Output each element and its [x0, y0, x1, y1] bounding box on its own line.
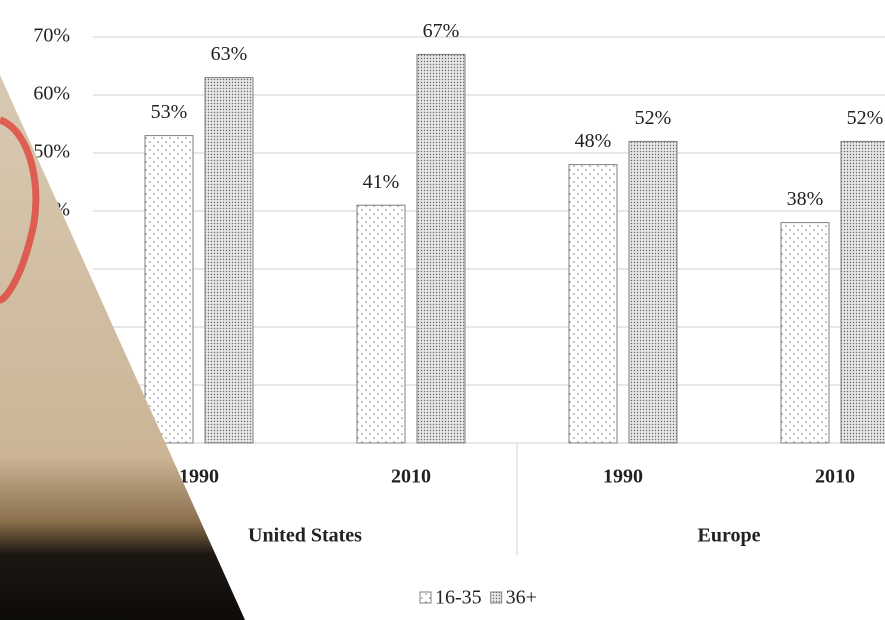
x-tick-label: 1990 — [603, 466, 643, 488]
y-tick-label: 50% — [33, 141, 70, 163]
value-label: 67% — [423, 20, 460, 42]
bar — [840, 140, 885, 444]
bar — [568, 164, 618, 444]
x-tick-label: 2010 — [391, 466, 431, 488]
bar — [356, 204, 406, 444]
x-tick-label: 1990 — [179, 466, 219, 488]
y-tick-label: 70% — [33, 25, 70, 47]
bar — [780, 222, 830, 444]
value-label: 41% — [363, 171, 400, 193]
legend-swatch — [490, 591, 503, 604]
bar — [416, 53, 466, 444]
photo-overlay — [0, 75, 245, 620]
value-label: 53% — [151, 101, 188, 123]
value-label: 48% — [575, 130, 612, 152]
value-label: 52% — [635, 107, 672, 129]
bar — [144, 135, 194, 444]
legend-label: 16-35 — [435, 587, 482, 609]
bar — [628, 140, 678, 444]
x-tick-label: 2010 — [815, 466, 855, 488]
group-label: United States — [248, 525, 362, 547]
group-label: Europe — [698, 525, 761, 547]
legend-label: 36+ — [506, 587, 537, 609]
value-label: 38% — [787, 188, 824, 210]
y-tick-label: 60% — [33, 83, 70, 105]
value-label: 63% — [211, 43, 248, 65]
bar — [204, 77, 254, 444]
legend-swatch — [419, 591, 432, 604]
value-label: 52% — [847, 107, 884, 129]
